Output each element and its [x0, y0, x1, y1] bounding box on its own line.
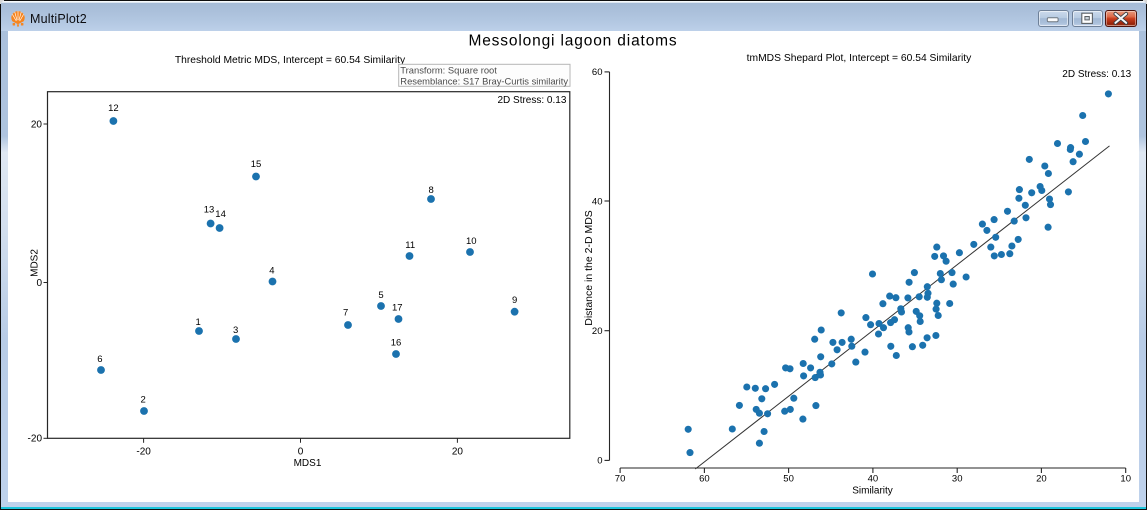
- svg-text:-20: -20: [28, 434, 43, 445]
- svg-text:tmMDS Shepard Plot, Intercept: tmMDS Shepard Plot, Intercept = 60.54 Si…: [747, 53, 972, 64]
- svg-text:Distance in the 2-D MDS: Distance in the 2-D MDS: [583, 210, 595, 326]
- svg-text:3: 3: [233, 325, 238, 336]
- svg-text:50: 50: [783, 473, 794, 484]
- svg-text:10: 10: [1120, 473, 1131, 484]
- svg-text:20: 20: [592, 326, 603, 337]
- svg-text:Transform: Square root: Transform: Square root: [400, 64, 497, 75]
- svg-text:2: 2: [141, 395, 146, 406]
- svg-text:MDS1: MDS1: [294, 458, 322, 469]
- svg-text:70: 70: [615, 473, 626, 484]
- svg-text:0: 0: [597, 456, 602, 467]
- svg-text:9: 9: [512, 295, 517, 306]
- svg-text:40: 40: [592, 196, 603, 207]
- svg-text:8: 8: [429, 185, 434, 196]
- svg-text:15: 15: [251, 159, 262, 170]
- svg-text:30: 30: [952, 473, 963, 484]
- svg-text:11: 11: [405, 240, 415, 251]
- svg-text:-20: -20: [136, 447, 151, 458]
- svg-text:7: 7: [343, 307, 348, 318]
- svg-text:60: 60: [699, 473, 710, 484]
- svg-text:0: 0: [298, 447, 304, 458]
- svg-text:Similarity: Similarity: [852, 485, 893, 496]
- svg-text:5: 5: [378, 290, 383, 301]
- svg-text:Messolongi lagoon diatoms: Messolongi lagoon diatoms: [468, 32, 677, 49]
- svg-text:13: 13: [204, 205, 215, 216]
- svg-text:12: 12: [108, 103, 119, 114]
- svg-text:Threshold Metric MDS, Intercep: Threshold Metric MDS, Intercept = 60.54 …: [175, 55, 406, 66]
- svg-text:20: 20: [31, 119, 43, 130]
- svg-text:40: 40: [868, 473, 879, 484]
- svg-text:2D Stress: 0.13: 2D Stress: 0.13: [497, 95, 566, 106]
- svg-text:20: 20: [1036, 473, 1047, 484]
- svg-text:10: 10: [466, 236, 477, 247]
- svg-text:0: 0: [36, 278, 42, 289]
- svg-text:2D Stress: 0.13: 2D Stress: 0.13: [1062, 69, 1131, 80]
- svg-text:Resemblance: S17 Bray-Curtis s: Resemblance: S17 Bray-Curtis similarity: [400, 76, 568, 87]
- svg-text:17: 17: [392, 302, 403, 313]
- svg-text:60: 60: [592, 67, 603, 78]
- svg-text:20: 20: [452, 447, 464, 458]
- svg-text:16: 16: [391, 337, 402, 348]
- svg-text:1: 1: [196, 317, 201, 328]
- svg-text:14: 14: [215, 209, 226, 220]
- svg-text:6: 6: [97, 354, 102, 365]
- svg-text:4: 4: [269, 266, 274, 277]
- svg-text:MDS2: MDS2: [30, 249, 41, 277]
